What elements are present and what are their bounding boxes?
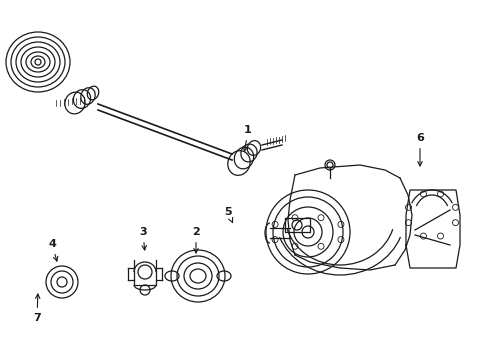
Text: 1: 1 bbox=[243, 125, 252, 151]
Text: 6: 6 bbox=[416, 133, 424, 166]
Text: 2: 2 bbox=[192, 227, 200, 253]
Text: 4: 4 bbox=[48, 239, 58, 261]
Text: 7: 7 bbox=[33, 294, 41, 323]
Text: 3: 3 bbox=[139, 227, 147, 250]
Text: 5: 5 bbox=[224, 207, 233, 222]
